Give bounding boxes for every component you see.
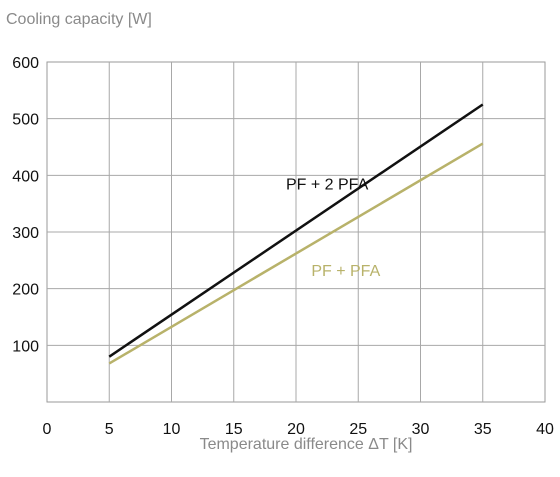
y-tick-label-100: 100 — [12, 338, 39, 355]
y-tick-label-500: 500 — [12, 112, 39, 129]
y-tick-label-400: 400 — [12, 168, 39, 185]
x-ticks: 0 5 10 15 20 25 30 35 40 — [43, 421, 554, 438]
x-tick-label-0: 0 — [43, 421, 52, 438]
x-tick-label-5: 5 — [105, 421, 114, 438]
y-tick-label-300: 300 — [12, 225, 39, 242]
series-line-0 — [108, 103, 484, 358]
x-tick-label-35: 35 — [474, 421, 492, 438]
x-tick-label-25: 25 — [349, 421, 367, 438]
y-tick-label-600: 600 — [12, 55, 39, 72]
x-tick-label-10: 10 — [163, 421, 181, 438]
x-tick-label-20: 20 — [287, 421, 305, 438]
series-line-1 — [108, 142, 484, 365]
x-tick-label-15: 15 — [225, 421, 243, 438]
x-tick-label-40: 40 — [536, 421, 554, 438]
x-tick-label-30: 30 — [412, 421, 430, 438]
x-axis-label: Temperature difference ΔT [K] — [200, 436, 413, 453]
series-labels: PF + 2 PFA PF + PFA — [286, 177, 381, 281]
series-label-1: PF + PFA — [311, 263, 380, 280]
series-label-0: PF + 2 PFA — [286, 177, 369, 194]
y-tick-label-200: 200 — [12, 282, 39, 299]
y-ticks: 100 200 300 400 500 600 — [12, 55, 39, 355]
series-lines — [108, 103, 484, 365]
y-axis-label: Cooling capacity [W] — [6, 11, 152, 28]
